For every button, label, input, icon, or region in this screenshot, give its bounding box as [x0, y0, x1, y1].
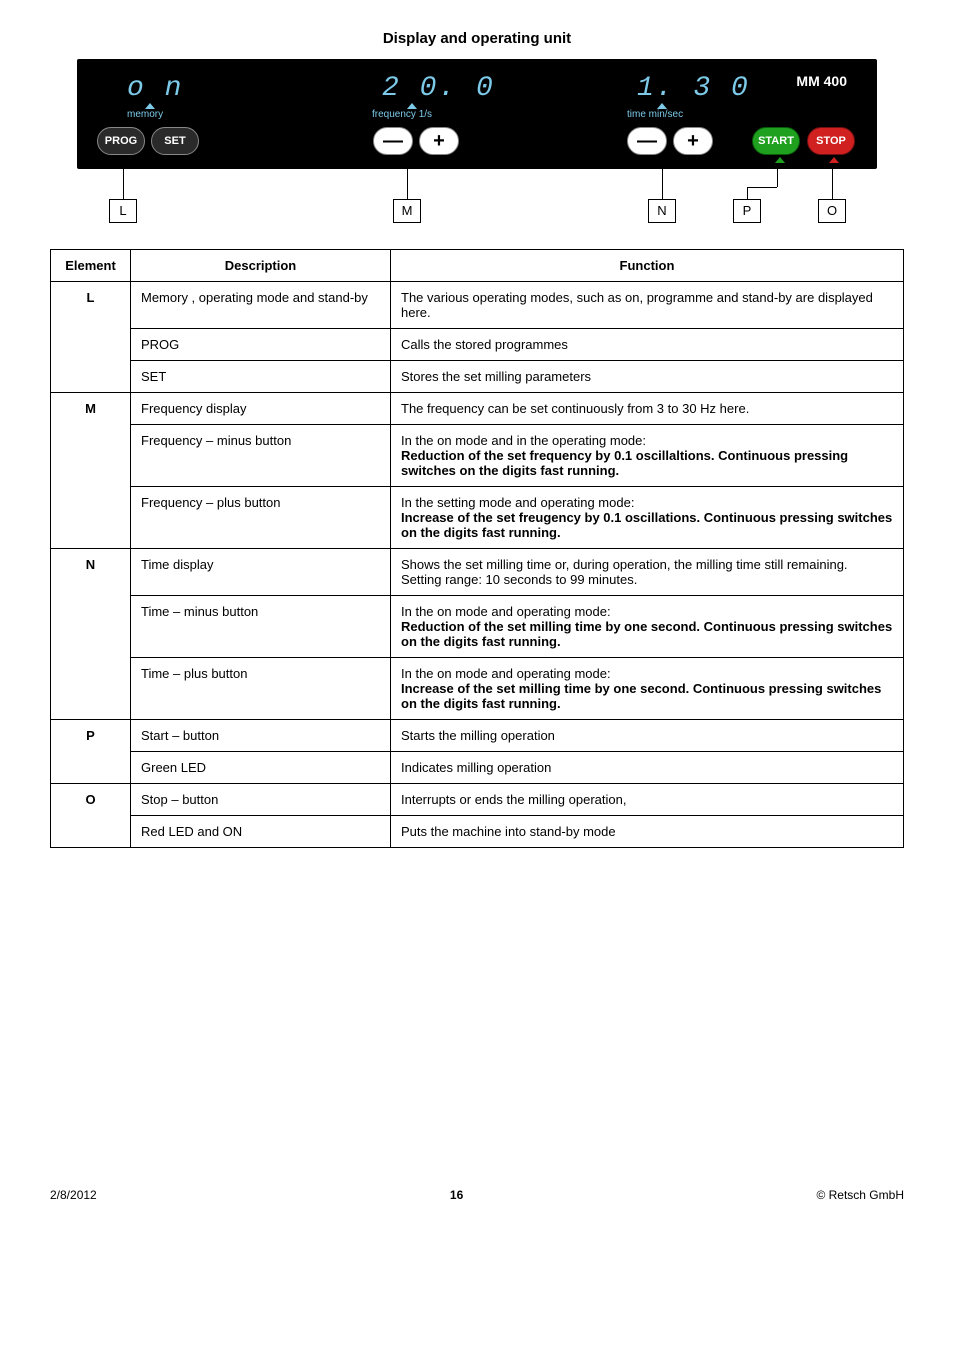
- table-cell: Time – minus button: [131, 596, 391, 658]
- table-cell: Starts the milling operation: [391, 720, 904, 752]
- memory-label: memory: [127, 109, 163, 120]
- table-cell: Frequency – minus button: [131, 425, 391, 487]
- col-function: Function: [391, 250, 904, 282]
- start-led-icon: [775, 157, 785, 163]
- start-button[interactable]: START: [752, 127, 800, 155]
- footer-page: 16: [450, 1188, 463, 1202]
- time-label: time min/sec: [627, 109, 683, 120]
- freq-plus-button[interactable]: +: [419, 127, 459, 155]
- stop-button[interactable]: STOP: [807, 127, 855, 155]
- memory-display: o n: [127, 73, 183, 104]
- table-cell: Indicates milling operation: [391, 752, 904, 784]
- table-cell: P: [51, 720, 131, 784]
- callout-l: L: [109, 199, 137, 223]
- page-title: Display and operating unit: [50, 30, 904, 47]
- footer-copyright: © Retsch GmbH: [816, 1188, 904, 1202]
- table-cell: In the on mode and operating mode:Increa…: [391, 658, 904, 720]
- table-cell: L: [51, 282, 131, 393]
- stop-led-icon: [829, 157, 839, 163]
- table-cell: O: [51, 784, 131, 848]
- time-display: 1. 3 0: [637, 73, 750, 104]
- frequency-display: 2 0. 0: [382, 73, 495, 104]
- footer-date: 2/8/2012: [50, 1188, 97, 1202]
- callout-o: O: [818, 199, 846, 223]
- table-cell: N: [51, 549, 131, 720]
- table-cell: Time – plus button: [131, 658, 391, 720]
- description-table: Element Description Function L Memory , …: [50, 249, 904, 848]
- table-cell: Stop – button: [131, 784, 391, 816]
- table-cell: In the setting mode and operating mode:I…: [391, 487, 904, 549]
- table-cell: Calls the stored programmes: [391, 329, 904, 361]
- table-cell: Interrupts or ends the milling operation…: [391, 784, 904, 816]
- set-button[interactable]: SET: [151, 127, 199, 155]
- prog-button[interactable]: PROG: [97, 127, 145, 155]
- model-label: MM 400: [796, 73, 847, 89]
- table-cell: Red LED and ON: [131, 816, 391, 848]
- col-description: Description: [131, 250, 391, 282]
- time-plus-button[interactable]: +: [673, 127, 713, 155]
- table-cell: The frequency can be set continuously fr…: [391, 393, 904, 425]
- table-cell: M: [51, 393, 131, 549]
- table-cell: Green LED: [131, 752, 391, 784]
- table-cell: Memory , operating mode and stand-by: [131, 282, 391, 329]
- device-panel: o n memory PROG SET 2 0. 0 frequency 1/s…: [77, 59, 877, 169]
- table-cell: PROG: [131, 329, 391, 361]
- table-cell: Shows the set milling time or, during op…: [391, 549, 904, 596]
- table-cell: Time display: [131, 549, 391, 596]
- callout-p: P: [733, 199, 761, 223]
- table-cell: In the on mode and in the operating mode…: [391, 425, 904, 487]
- callout-m: M: [393, 199, 421, 223]
- callout-row: L M N P O: [77, 169, 877, 229]
- table-cell: Start – button: [131, 720, 391, 752]
- table-cell: SET: [131, 361, 391, 393]
- table-cell: In the on mode and operating mode:Reduct…: [391, 596, 904, 658]
- table-cell: Frequency display: [131, 393, 391, 425]
- frequency-label: frequency 1/s: [372, 109, 432, 120]
- col-element: Element: [51, 250, 131, 282]
- freq-minus-button[interactable]: —: [373, 127, 413, 155]
- table-cell: Stores the set milling parameters: [391, 361, 904, 393]
- table-cell: The various operating modes, such as on,…: [391, 282, 904, 329]
- table-cell: Puts the machine into stand-by mode: [391, 816, 904, 848]
- page-footer: 2/8/2012 16 © Retsch GmbH: [50, 1188, 904, 1202]
- time-minus-button[interactable]: —: [627, 127, 667, 155]
- table-cell: Frequency – plus button: [131, 487, 391, 549]
- callout-n: N: [648, 199, 676, 223]
